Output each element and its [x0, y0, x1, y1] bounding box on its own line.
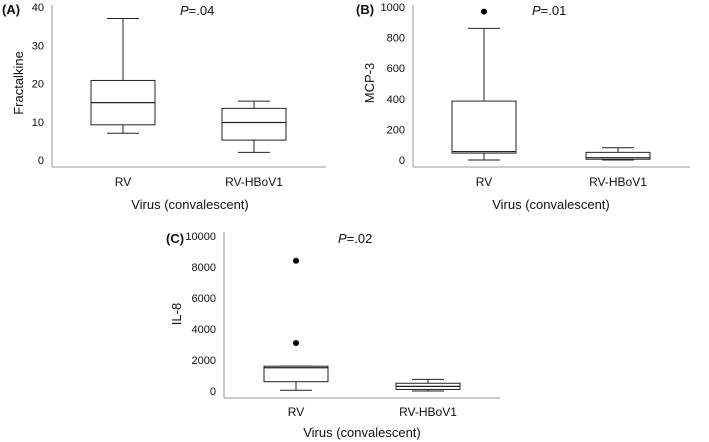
- panel-b: (B) P=.01 MCP-3 0 200 400 600 800 1000 RV RV-…: [356, 2, 690, 212]
- panel-b-y-tick-label: 200: [387, 124, 405, 136]
- panel-a-xlabel: Virus (convalescent): [131, 197, 249, 212]
- panel-b-p-letter: P: [532, 3, 541, 18]
- panel-c-y-tick-label: 10000: [185, 231, 216, 243]
- panel-b-y-tick-label: 400: [387, 94, 405, 106]
- panel-b-category-rv: RV: [476, 175, 492, 189]
- panel-a-box-rv-hbov1: [221, 100, 287, 153]
- panel-b-category-rv-hbov1: RV-HBoV1: [589, 175, 647, 189]
- panel-a-y-tick-label: 40: [32, 2, 44, 14]
- box-iqr: [451, 100, 517, 154]
- panel-b-y-tick-label: 600: [387, 63, 405, 75]
- panel-b-label: (B): [356, 2, 374, 17]
- outlier-point: [293, 339, 299, 346]
- panel-a-category-rv: RV: [115, 175, 131, 189]
- panel-b-box-rv: [451, 8, 517, 161]
- panel-b-y-tick-label: 0: [399, 155, 405, 167]
- panel-c-p-number: =.02: [347, 231, 373, 246]
- outlier-point: [293, 257, 299, 264]
- panel-c-y-tick-label: 0: [210, 386, 216, 398]
- panel-a-y-ticks: 0 10 20 30 40: [32, 2, 44, 167]
- panel-c-y-tick-label: 2000: [192, 355, 216, 367]
- panel-c-boxes: [263, 257, 461, 392]
- panel-c-ylabel: IL-8: [169, 303, 184, 325]
- panel-b-box-rv-hbov1: [585, 147, 651, 161]
- outlier-point: [481, 8, 487, 15]
- panel-b-boxes: [451, 8, 651, 161]
- panel-a-p-value: P=.04: [180, 3, 214, 18]
- panel-c-xlabel: Virus (convalescent): [303, 425, 421, 440]
- panel-b-p-number: =.01: [541, 3, 567, 18]
- panel-c-p-value: P=.02: [338, 231, 372, 246]
- panel-c-y-tick-label: 6000: [192, 293, 216, 305]
- panel-b-y-tick-label: 800: [387, 33, 405, 45]
- box-iqr: [585, 151, 651, 160]
- panel-a-ylabel: Fractalkine: [11, 51, 26, 115]
- panel-c-p-letter: P: [338, 231, 347, 246]
- panel-a-boxes: [90, 17, 287, 153]
- panel-b-y-tick-label: 1000: [381, 2, 405, 14]
- panel-a-y-tick-label: 30: [32, 40, 44, 52]
- panel-b-p-value: P=.01: [532, 3, 566, 18]
- panel-a-y-tick-label: 0: [38, 155, 44, 167]
- panel-b-ylabel: MCP-3: [362, 63, 377, 103]
- panel-a-box-rv: [90, 17, 156, 134]
- panel-a: (A) P=.04 Fractalkine 0 10 20 30 40 RV RV-HB…: [2, 2, 326, 212]
- panel-c-box-rv-hbov1: [395, 378, 461, 392]
- panel-c-label: (C): [166, 231, 184, 246]
- panel-a-label: (A): [2, 2, 20, 17]
- panel-b-y-ticks: 0 200 400 600 800 1000: [381, 2, 405, 167]
- panel-a-y-tick-label: 20: [32, 79, 44, 91]
- panel-c-y-tick-label: 8000: [192, 262, 216, 274]
- panel-c-category-rv: RV: [288, 405, 304, 419]
- panel-a-p-letter: P: [180, 3, 189, 18]
- panel-a-p-number: =.04: [189, 3, 215, 18]
- panel-a-category-rv-hbov1: RV-HBoV1: [225, 175, 283, 189]
- box-iqr: [221, 107, 287, 141]
- panel-b-xlabel: Virus (convalescent): [492, 197, 610, 212]
- panel-c-y-ticks: 0 2000 4000 6000 8000 10000: [185, 231, 216, 398]
- box-iqr: [263, 365, 329, 383]
- panel-c-box-rv: [263, 257, 329, 391]
- panel-c: (C) P=.02 IL-8 0 2000 4000 6000 8000 10000 RV…: [166, 231, 500, 440]
- panel-c-y-tick-label: 4000: [192, 324, 216, 336]
- panel-a-y-tick-label: 10: [32, 117, 44, 129]
- panel-c-category-rv-hbov1: RV-HBoV1: [399, 405, 457, 419]
